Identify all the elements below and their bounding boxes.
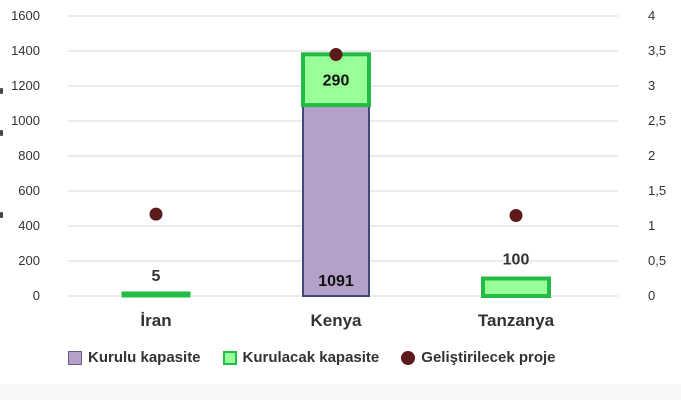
legend-swatch-installed [68,350,82,365]
right-axis-tick-label: 3 [648,78,655,93]
legend: Kurulu kapasite Kurulacak kapasite Geliş… [68,349,578,366]
right-axis-tick-label: 4 [648,8,655,23]
left-axis-tick-label: 400 [18,218,40,233]
legend-label-project: Geliştirilecek proje [421,349,556,366]
project-point-0 [149,207,163,221]
edge-mark [0,130,3,136]
right-axis-ticks: 0 0,5 1 1,5 2 2,5 3 3,5 4 [648,8,666,303]
edge-mark [0,212,3,218]
legend-label-installed: Kurulu kapasite [88,349,201,366]
project-point-2 [509,209,523,222]
left-axis-tick-label: 1000 [11,113,40,128]
data-labels: 5 1091 290 100 [152,73,530,290]
bar-planned-2 [481,276,551,298]
project-point-1 [329,48,343,61]
category-label-2: Tanzanya [478,311,555,330]
bar-installed-1 [302,104,370,297]
legend-swatch-planned [222,350,237,365]
data-label-planned-2: 100 [503,252,530,269]
legend-item-project[interactable]: Geliştirilecek proje [401,349,556,366]
bottom-band [0,384,681,400]
right-axis-tick-label: 1 [648,218,655,233]
category-labels: İran Kenya Tanzanya [140,311,554,330]
data-label-planned-1: 290 [323,73,350,90]
right-axis-tick-label: 2 [648,148,655,163]
legend-swatch-project [401,350,416,365]
legend-item-planned[interactable]: Kurulacak kapasite [222,349,380,366]
left-axis-tick-label: 1600 [11,8,40,23]
right-axis-tick-label: 2,5 [648,113,666,128]
edge-mark [0,88,3,94]
right-axis-tick-label: 1,5 [648,183,666,198]
category-label-0: İran [140,311,171,330]
left-axis-tick-label: 1200 [11,78,40,93]
left-axis-tick-label: 200 [18,253,40,268]
right-axis-tick-label: 0 [648,288,655,303]
left-axis-tick-label: 0 [33,288,40,303]
left-axis-ticks: 0 200 400 600 800 1000 1200 1400 1600 [11,8,40,303]
chart-plot: 0 200 400 600 800 1000 1200 1400 1600 0 0,5 1 1,5 2 2… [11,8,666,330]
right-axis-tick-label: 3,5 [648,43,666,58]
left-axis-tick-label: 1400 [11,43,40,58]
data-label-installed-1: 1091 [318,273,354,290]
data-label-planned-0: 5 [152,268,161,285]
left-axis-tick-label: 800 [18,148,40,163]
bars [121,52,551,298]
category-label-1: Kenya [310,311,362,330]
legend-label-planned: Kurulacak kapasite [242,349,380,366]
bar-planned-0 [121,291,191,298]
project-points [149,48,523,222]
left-axis-tick-label: 600 [18,183,40,198]
legend-item-installed[interactable]: Kurulu kapasite [68,349,201,366]
right-axis-tick-label: 0,5 [648,253,666,268]
